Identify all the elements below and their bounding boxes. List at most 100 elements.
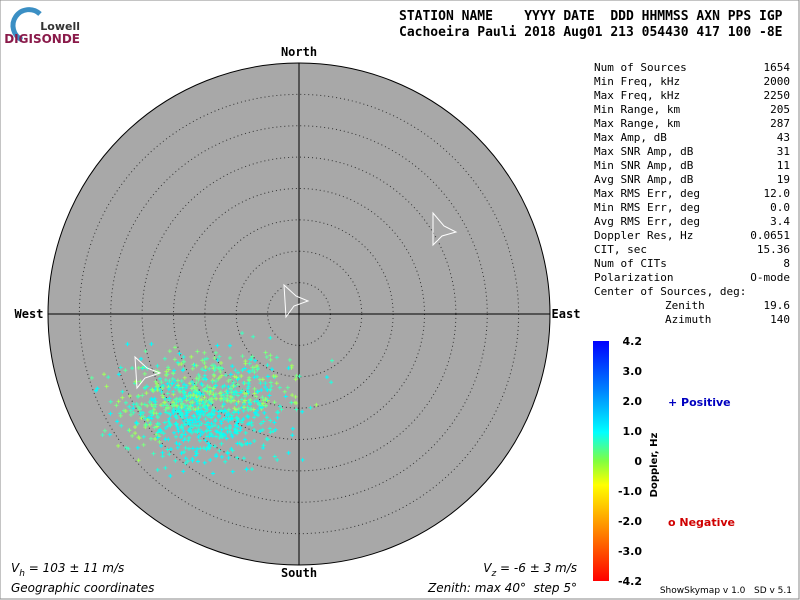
stat-label: Num of CITs xyxy=(594,257,667,270)
colorbar-tick: 4.2 xyxy=(623,335,643,348)
source-dot xyxy=(290,433,295,438)
source-dot xyxy=(252,370,257,375)
source-dot xyxy=(204,398,209,403)
source-dot xyxy=(195,430,200,435)
source-dot xyxy=(175,424,180,429)
source-dot xyxy=(115,419,120,424)
source-dot xyxy=(242,405,247,410)
source-dot xyxy=(212,408,217,413)
source-dot xyxy=(235,441,240,446)
source-dot xyxy=(219,373,224,378)
stat-value: 31 xyxy=(777,145,790,158)
source-dot xyxy=(240,443,245,448)
source-dot xyxy=(242,398,247,403)
stat-label: Min SNR Amp, dB xyxy=(594,159,694,172)
source-dot xyxy=(187,421,192,426)
source-dot xyxy=(182,382,187,387)
stat-value: 11 xyxy=(777,159,790,172)
source-dot xyxy=(175,378,180,383)
source-dot xyxy=(252,365,257,370)
source-dot xyxy=(255,389,260,394)
source-dot xyxy=(202,350,207,355)
source-dot xyxy=(260,395,265,400)
source-dot xyxy=(194,385,199,390)
source-dot xyxy=(264,415,269,420)
source-dot xyxy=(127,428,132,433)
source-dot xyxy=(183,413,188,418)
source-dot xyxy=(176,406,181,411)
source-dot xyxy=(104,384,109,389)
colorbar-tick: -3.0 xyxy=(618,545,642,558)
source-dot xyxy=(272,454,277,459)
compass-label: West xyxy=(15,307,44,321)
source-dot xyxy=(138,406,143,411)
source-dot xyxy=(134,420,139,425)
source-dot xyxy=(217,391,222,396)
legend-positive: + Positive xyxy=(668,396,731,409)
source-dot xyxy=(126,446,131,451)
source-dot xyxy=(289,400,294,405)
source-dot xyxy=(261,398,266,403)
source-dot xyxy=(250,354,255,359)
stat-label: Avg RMS Err, deg xyxy=(594,215,700,228)
source-dot xyxy=(229,416,234,421)
source-dot xyxy=(245,389,250,394)
source-dot xyxy=(181,438,186,443)
source-dot xyxy=(240,368,245,373)
source-dot xyxy=(157,439,162,444)
source-dot xyxy=(247,361,252,366)
source-dot xyxy=(186,393,191,398)
source-dot xyxy=(324,375,329,380)
source-dot xyxy=(210,363,215,368)
version-text: ShowSkymap v 1.0 SD v 5.1 xyxy=(660,586,792,596)
source-dot xyxy=(173,413,178,418)
compass-label: North xyxy=(281,45,317,59)
source-dot xyxy=(213,392,218,397)
source-dot xyxy=(124,445,129,450)
source-dot xyxy=(260,405,265,410)
source-dot xyxy=(252,391,257,396)
source-dot xyxy=(182,389,187,394)
source-dot xyxy=(153,437,158,442)
source-dot xyxy=(174,422,179,427)
source-dot xyxy=(183,385,188,390)
source-dot xyxy=(231,380,236,385)
colorbar-tick: 3.0 xyxy=(623,365,643,378)
source-dot xyxy=(254,399,259,404)
source-dot xyxy=(165,403,170,408)
source-dot xyxy=(268,418,273,423)
source-dot xyxy=(228,394,233,399)
source-dot xyxy=(216,425,221,430)
source-dot xyxy=(133,424,138,429)
stat-value: O-mode xyxy=(750,271,790,284)
source-dot xyxy=(163,437,168,442)
source-dot xyxy=(196,406,201,411)
source-dot xyxy=(213,350,218,355)
source-dot xyxy=(212,423,217,428)
source-dot xyxy=(199,409,204,414)
source-dot xyxy=(263,381,268,386)
source-dot xyxy=(226,415,231,420)
source-dot xyxy=(175,360,180,365)
source-dot xyxy=(214,396,219,401)
source-dot xyxy=(290,426,295,431)
source-dot xyxy=(293,377,298,382)
source-dot xyxy=(184,383,189,388)
source-dot xyxy=(194,401,199,406)
source-dot xyxy=(182,449,187,454)
source-dot xyxy=(204,387,209,392)
source-dot xyxy=(184,398,189,403)
source-dot xyxy=(229,390,234,395)
source-dot xyxy=(221,417,226,422)
source-dot xyxy=(142,386,147,391)
source-dot xyxy=(239,373,244,378)
source-dot xyxy=(181,359,186,364)
source-dot xyxy=(198,412,203,417)
source-dot xyxy=(261,419,266,424)
source-dot xyxy=(199,421,204,426)
source-dot xyxy=(231,398,236,403)
center-label: Azimuth xyxy=(665,313,711,326)
stat-value: 2250 xyxy=(764,89,791,102)
source-dot xyxy=(136,404,141,409)
